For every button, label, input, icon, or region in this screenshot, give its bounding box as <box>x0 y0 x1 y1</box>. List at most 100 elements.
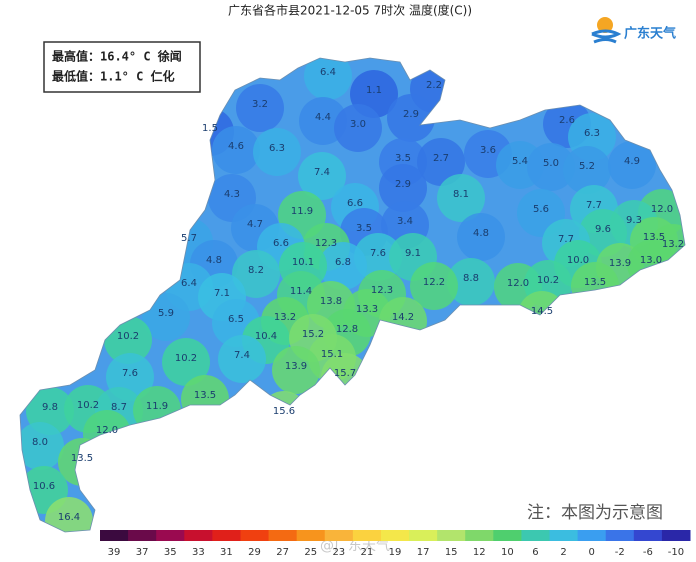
county-area <box>232 250 280 298</box>
temperature-label: 5.6 <box>533 204 549 215</box>
temperature-label: 10.1 <box>292 257 314 268</box>
temperature-label: 7.1 <box>214 288 230 299</box>
temperature-label: 7.4 <box>314 167 330 178</box>
temperature-label: 2.2 <box>426 80 442 91</box>
legend-label: 37 <box>136 547 149 558</box>
temperature-label: 13.5 <box>584 277 606 288</box>
temperature-label: 5.0 <box>543 158 559 169</box>
temperature-label: 8.2 <box>248 265 264 276</box>
county-area <box>298 152 346 200</box>
county-area <box>387 94 435 142</box>
temperature-label: 8.8 <box>463 273 479 284</box>
legend-swatch <box>352 530 382 541</box>
map-fill <box>20 58 685 532</box>
legend-swatch <box>493 530 522 541</box>
temperature-label: 11.9 <box>146 401 168 412</box>
legend-label: 25 <box>304 547 317 558</box>
legend-label: 19 <box>389 547 402 558</box>
county-area <box>527 143 575 191</box>
temperature-label: 2.7 <box>433 153 449 164</box>
temperature-label: 4.7 <box>247 219 263 230</box>
temperature-label: 6.3 <box>584 128 600 139</box>
temperature-label: 7.4 <box>234 350 250 361</box>
county-area <box>563 146 611 194</box>
legend-swatch <box>240 530 270 541</box>
temperature-label: 3.0 <box>350 119 366 130</box>
temperature-label: 7.6 <box>370 248 386 259</box>
temperature-label: 15.1 <box>321 349 343 360</box>
temperature-label: 10.2 <box>77 400 99 411</box>
county-area <box>45 497 93 532</box>
temperature-label: 12.8 <box>336 324 358 335</box>
county-area <box>417 138 465 186</box>
legend-label: -10 <box>668 547 684 558</box>
temperature-label: 15.6 <box>273 406 295 417</box>
legend-label: 33 <box>192 547 205 558</box>
max-stat: 最高值：16.4° C 徐闻 <box>52 49 182 64</box>
temperature-label: 6.4 <box>181 278 197 289</box>
legend-label: 31 <box>220 547 233 558</box>
county-area <box>20 422 64 470</box>
temperature-label: 13.5 <box>643 232 665 243</box>
temperature-label: 2.6 <box>559 115 575 126</box>
temperature-label: 13.5 <box>194 390 216 401</box>
temperature-label: 12.2 <box>423 277 445 288</box>
legend-label: 15 <box>445 547 458 558</box>
legend-swatch <box>465 530 494 541</box>
temperature-label: 16.4 <box>58 512 80 523</box>
legend-label: -2 <box>615 547 625 558</box>
temperature-label: 2.9 <box>403 109 419 120</box>
legend-label: -6 <box>643 547 653 558</box>
county-area <box>304 58 352 100</box>
watermark: @广东天气 <box>320 538 390 554</box>
county-area <box>272 346 320 394</box>
legend-swatch <box>296 530 326 541</box>
temperature-label: 2.9 <box>395 179 411 190</box>
legend-label: 29 <box>248 547 261 558</box>
temperature-label: 13.9 <box>285 361 307 372</box>
legend-swatch <box>380 530 410 541</box>
temperature-label: 6.6 <box>273 238 289 249</box>
legend-swatch <box>633 530 663 541</box>
legend-swatch <box>521 530 551 541</box>
temperature-label: 13.3 <box>356 304 378 315</box>
county-area <box>218 335 266 383</box>
county-area <box>379 164 427 212</box>
legend-label: 39 <box>108 547 121 558</box>
temperature-label: 6.6 <box>347 198 363 209</box>
temperature-label: 3.2 <box>252 99 268 110</box>
min-stat: 最低值：1.1° C 仁化 <box>52 69 175 84</box>
legend-swatch <box>156 530 185 541</box>
temperature-label: 5.2 <box>579 161 595 172</box>
stats-box: 最高值：16.4° C 徐闻 最低值：1.1° C 仁化 <box>43 41 201 93</box>
legend-swatch <box>549 530 579 541</box>
legend-swatch <box>577 530 607 541</box>
legend-swatch <box>409 530 438 541</box>
legend: 39 37 35 33 31 29 27 25 23 21 19 17 15 12 10 6 2 0 -2 -6 -10 <box>100 530 691 558</box>
temperature-label: 11.4 <box>290 286 312 297</box>
temperature-label: 8.7 <box>111 402 127 413</box>
temperature-label: 9.1 <box>405 248 421 259</box>
legend-swatch <box>100 530 129 541</box>
brand-name: 广东天气 <box>624 26 676 42</box>
county-area <box>253 128 301 176</box>
temperature-label: 13.0 <box>640 255 662 266</box>
temperature-label: 13.8 <box>320 296 342 307</box>
temperature-label: 12.0 <box>507 278 529 289</box>
legend-label: 12 <box>473 547 486 558</box>
temperature-label: 10.2 <box>175 353 197 364</box>
legend-label: 17 <box>417 547 430 558</box>
temperature-label: 12.0 <box>96 425 118 436</box>
temperature-label: 10.6 <box>33 481 55 492</box>
temperature-label: 14.5 <box>531 306 553 317</box>
legend-label: 0 <box>588 547 594 558</box>
county-area <box>410 262 458 310</box>
temperature-label: 5.4 <box>512 156 528 167</box>
title: 广东省各市县2021-12-05 7时次 温度(度(C)) <box>228 3 472 18</box>
temperature-label: 10.4 <box>255 331 277 342</box>
temperature-label: 6.5 <box>228 314 244 325</box>
legend-swatch <box>324 530 354 541</box>
temperature-label: 10.2 <box>117 331 139 342</box>
temperature-label: 3.4 <box>397 216 413 227</box>
temperature-label: 9.3 <box>626 215 642 226</box>
